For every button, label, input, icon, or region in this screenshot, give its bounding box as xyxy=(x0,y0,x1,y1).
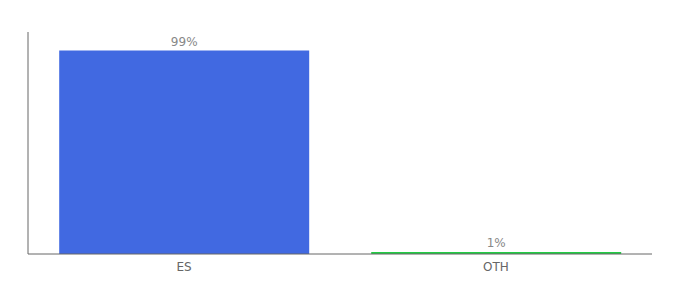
svg-text:ES: ES xyxy=(176,260,191,274)
svg-text:99%: 99% xyxy=(171,35,198,49)
svg-text:1%: 1% xyxy=(487,236,506,250)
svg-text:OTH: OTH xyxy=(483,260,509,274)
